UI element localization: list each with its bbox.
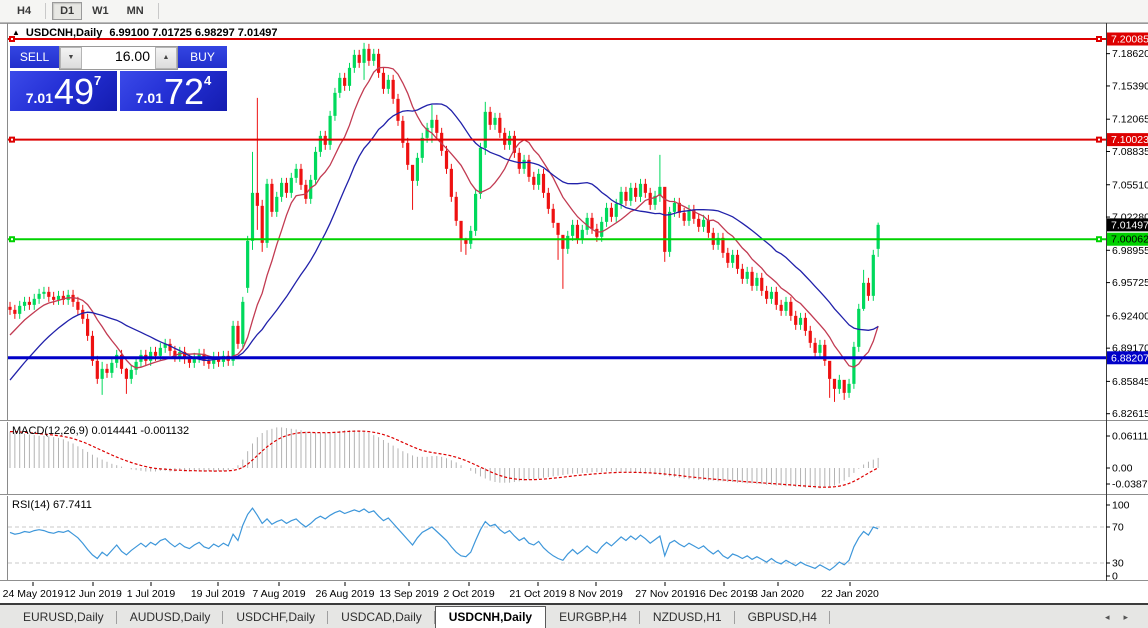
collapse-triangle-icon[interactable]: ▲ [12, 28, 20, 37]
svg-text:3 Jan 2020: 3 Jan 2020 [752, 588, 804, 600]
symbol-tab-bar: EURUSD,Daily AUDUSD,Daily USDCHF,Daily USDC… [0, 603, 1148, 628]
chart-canvas[interactable]: 7.186207.153907.120657.088357.055107.022… [0, 23, 1148, 604]
sell-price-prefix: 7.01 [25, 90, 53, 106]
volume-input[interactable]: 16.00 [82, 47, 155, 69]
svg-text:-0.03877: -0.03877 [1112, 479, 1148, 491]
svg-text:27 Nov 2019: 27 Nov 2019 [635, 588, 695, 600]
timeframe-button-mn[interactable]: MN [126, 5, 144, 17]
svg-text:7 Aug 2019: 7 Aug 2019 [252, 588, 305, 600]
svg-text:7.12065: 7.12065 [1112, 114, 1148, 126]
svg-text:RSI(14) 67.7411: RSI(14) 67.7411 [12, 499, 92, 511]
sell-price-pip: 7 [94, 73, 102, 88]
sell-price-box[interactable]: 7.01 49 7 [10, 71, 117, 111]
svg-text:7.01497: 7.01497 [1111, 219, 1148, 231]
sell-button[interactable]: SELL [10, 46, 59, 70]
timeframe-button-w1[interactable]: W1 [92, 5, 109, 17]
svg-text:7.20085: 7.20085 [1111, 34, 1148, 46]
one-click-trade-panel: SELL ▼ 16.00 ▲ BUY 7.01 49 7 7.01 72 4 [10, 46, 227, 111]
tab-scroll-arrows[interactable]: ◂▸ [1104, 612, 1142, 622]
svg-text:6.82615: 6.82615 [1112, 408, 1148, 420]
timeframe-button-h4[interactable]: H4 [17, 5, 32, 17]
svg-text:24 May 2019: 24 May 2019 [3, 588, 64, 600]
svg-text:22 Jan 2020: 22 Jan 2020 [821, 588, 879, 600]
svg-text:1 Jul 2019: 1 Jul 2019 [127, 588, 176, 600]
volume-spinner: ▼ 16.00 ▲ [59, 46, 178, 70]
tab-usdcnh-daily[interactable]: USDCNH,Daily [434, 606, 547, 628]
chart-title: ▲ USDCNH,Daily 6.99100 7.01725 6.98297 7.0… [12, 27, 278, 39]
svg-text:6.98955: 6.98955 [1112, 245, 1148, 257]
svg-text:16 Dec 2019: 16 Dec 2019 [694, 588, 754, 600]
tab-nzdusd-h1[interactable]: NZDUSD,H1 [640, 607, 735, 628]
volume-increase-button[interactable]: ▲ [155, 47, 177, 69]
timeframe-toolbar: H4 D1 W1 MN [0, 0, 1148, 23]
svg-text:2 Oct 2019: 2 Oct 2019 [443, 588, 495, 600]
timeframe-button-d1[interactable]: D1 [52, 2, 83, 20]
svg-text:7.15390: 7.15390 [1112, 80, 1148, 92]
chart-ohlc-values: 6.99100 7.01725 6.98297 7.01497 [109, 27, 278, 39]
svg-text:7.10023: 7.10023 [1111, 134, 1148, 146]
svg-text:6.92400: 6.92400 [1112, 310, 1148, 322]
svg-text:0.061119: 0.061119 [1112, 431, 1148, 443]
tab-usdchf-daily[interactable]: USDCHF,Daily [223, 607, 328, 628]
svg-text:13 Sep 2019: 13 Sep 2019 [379, 588, 439, 600]
sell-price-big: 49 [53, 71, 95, 112]
buy-price-box[interactable]: 7.01 72 4 [120, 71, 227, 111]
buy-price-prefix: 7.01 [135, 90, 163, 106]
tab-eurusd-daily[interactable]: EURUSD,Daily [10, 607, 117, 628]
svg-text:MACD(12,26,9) 0.014441 -0.0011: MACD(12,26,9) 0.014441 -0.001132 [12, 425, 189, 437]
svg-text:26 Aug 2019: 26 Aug 2019 [316, 588, 375, 600]
svg-text:6.95725: 6.95725 [1112, 277, 1148, 289]
svg-text:0: 0 [1112, 571, 1118, 583]
tab-eurgbp-h4[interactable]: EURGBP,H4 [546, 607, 640, 628]
svg-text:7.05510: 7.05510 [1112, 179, 1148, 191]
svg-text:30: 30 [1112, 558, 1124, 570]
chart-symbol-period: USDCNH,Daily [25, 27, 103, 39]
tab-audusd-daily[interactable]: AUDUSD,Daily [117, 607, 224, 628]
svg-text:21 Oct 2019: 21 Oct 2019 [509, 588, 566, 600]
svg-text:6.88207: 6.88207 [1111, 352, 1148, 364]
buy-price-big: 72 [163, 71, 205, 112]
tab-usdcad-daily[interactable]: USDCAD,Daily [328, 607, 435, 628]
toolbar-separator [45, 3, 47, 19]
svg-text:12 Jun 2019: 12 Jun 2019 [64, 588, 122, 600]
tab-gbpusd-h4[interactable]: GBPUSD,H4 [735, 607, 831, 628]
svg-text:0.00: 0.00 [1112, 463, 1133, 475]
svg-text:7.00062: 7.00062 [1111, 234, 1148, 246]
svg-text:70: 70 [1112, 522, 1124, 534]
buy-price-pip: 4 [204, 73, 212, 88]
svg-text:19 Jul 2019: 19 Jul 2019 [191, 588, 245, 600]
svg-text:6.85845: 6.85845 [1112, 376, 1148, 388]
svg-text:7.08835: 7.08835 [1112, 146, 1148, 158]
toolbar-separator [157, 3, 159, 19]
buy-button[interactable]: BUY [178, 46, 227, 70]
volume-decrease-button[interactable]: ▼ [60, 47, 82, 69]
svg-text:7.18620: 7.18620 [1112, 48, 1148, 60]
svg-text:100: 100 [1112, 500, 1130, 512]
svg-text:8 Nov 2019: 8 Nov 2019 [569, 588, 623, 600]
